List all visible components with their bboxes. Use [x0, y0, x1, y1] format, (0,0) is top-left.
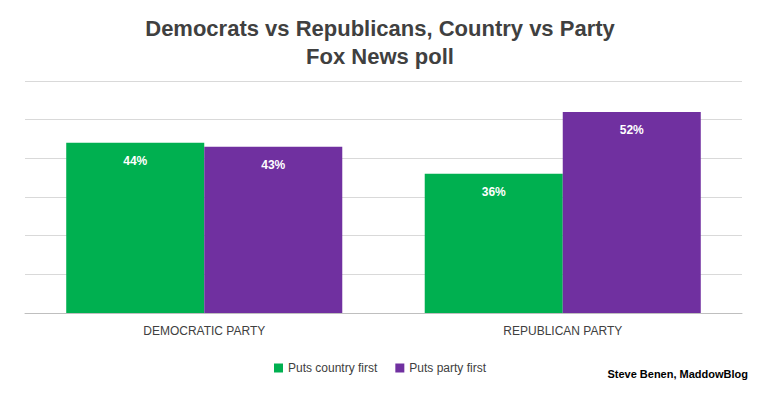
- svg-text:43%: 43%: [261, 158, 285, 172]
- svg-text:36%: 36%: [482, 185, 506, 199]
- svg-text:Puts party first: Puts party first: [409, 361, 486, 375]
- svg-text:DEMOCRATIC PARTY: DEMOCRATIC PARTY: [143, 324, 265, 338]
- svg-text:REPUBLICAN PARTY: REPUBLICAN PARTY: [503, 324, 622, 338]
- svg-text:Puts country first: Puts country first: [288, 361, 378, 375]
- svg-text:44%: 44%: [123, 154, 147, 168]
- svg-text:Fox News poll: Fox News poll: [306, 44, 454, 69]
- svg-text:Democrats vs Republicans, Coun: Democrats vs Republicans, Country vs Par…: [145, 16, 615, 41]
- svg-text:52%: 52%: [620, 123, 644, 137]
- svg-text:Steve Benen, MaddowBlog: Steve Benen, MaddowBlog: [607, 368, 748, 380]
